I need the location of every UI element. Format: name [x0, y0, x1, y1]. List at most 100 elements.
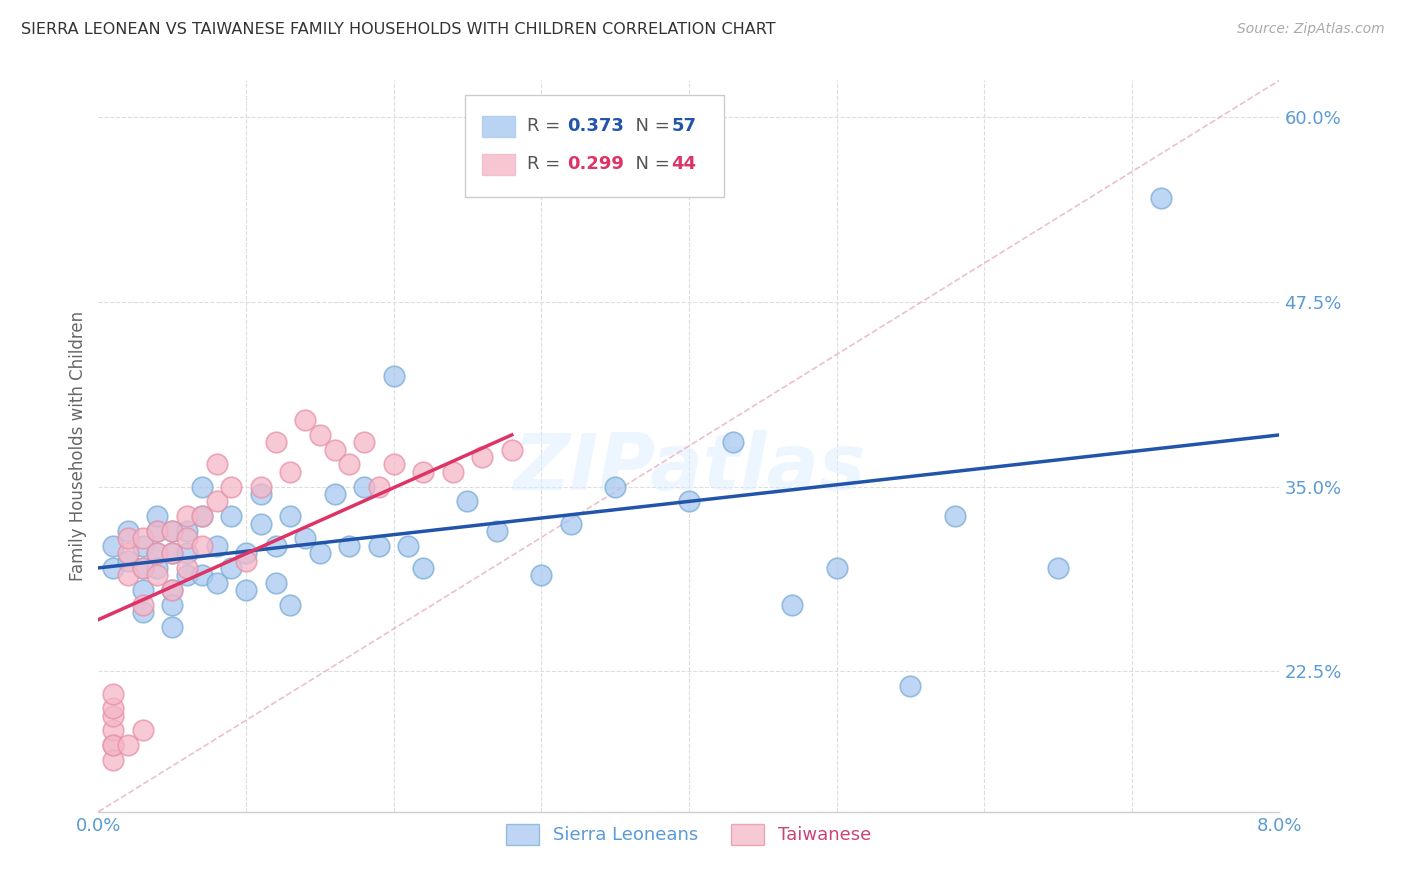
Point — [782, 598, 804, 612]
Point — [353, 435, 375, 450]
Point — [900, 679, 922, 693]
Point — [264, 435, 287, 450]
Point — [176, 561, 198, 575]
Point — [146, 546, 169, 560]
Point — [117, 524, 139, 538]
Bar — [482, 116, 516, 136]
Point — [825, 561, 848, 575]
Point — [103, 738, 125, 752]
Point — [146, 546, 169, 560]
Point — [176, 509, 198, 524]
Text: 57: 57 — [671, 118, 696, 136]
Point — [103, 539, 125, 553]
Point — [103, 701, 125, 715]
Point — [191, 480, 214, 494]
Point — [353, 480, 375, 494]
Point — [280, 465, 302, 479]
Point — [294, 532, 316, 546]
Point — [250, 480, 273, 494]
Point — [162, 620, 183, 634]
Bar — [482, 154, 516, 175]
Point — [264, 539, 287, 553]
Point — [146, 524, 169, 538]
Point — [723, 435, 745, 450]
Text: R =: R = — [527, 118, 567, 136]
Point — [250, 487, 273, 501]
Point — [221, 561, 243, 575]
Text: Source: ZipAtlas.com: Source: ZipAtlas.com — [1237, 22, 1385, 37]
Point — [103, 561, 125, 575]
Point — [457, 494, 479, 508]
Point — [103, 686, 125, 700]
Legend: Sierra Leoneans, Taiwanese: Sierra Leoneans, Taiwanese — [498, 815, 880, 854]
Point — [471, 450, 494, 464]
Point — [323, 487, 346, 501]
Point — [205, 575, 228, 590]
Point — [146, 561, 169, 575]
Point — [205, 539, 228, 553]
Point — [176, 546, 198, 560]
Point — [221, 480, 243, 494]
Point — [398, 539, 420, 553]
Point — [117, 553, 139, 567]
Point — [176, 532, 198, 546]
Point — [339, 458, 361, 472]
Point — [368, 480, 391, 494]
Point — [280, 509, 302, 524]
Point — [146, 524, 169, 538]
Point — [530, 568, 553, 582]
Point — [191, 509, 214, 524]
Text: 0.299: 0.299 — [567, 155, 624, 173]
Point — [117, 568, 139, 582]
Point — [235, 546, 257, 560]
Point — [191, 509, 214, 524]
Point — [191, 539, 214, 553]
Point — [132, 598, 155, 612]
Point — [132, 583, 155, 598]
Point — [162, 583, 183, 598]
Point — [294, 413, 316, 427]
Point — [103, 723, 125, 738]
Point — [441, 465, 464, 479]
Point — [382, 458, 405, 472]
Text: N =: N = — [624, 118, 675, 136]
Point — [501, 442, 523, 457]
Point — [560, 516, 582, 531]
Point — [132, 561, 155, 575]
Point — [280, 598, 302, 612]
Point — [162, 546, 183, 560]
Point — [412, 561, 434, 575]
Text: SIERRA LEONEAN VS TAIWANESE FAMILY HOUSEHOLDS WITH CHILDREN CORRELATION CHART: SIERRA LEONEAN VS TAIWANESE FAMILY HOUSE… — [21, 22, 776, 37]
Point — [412, 465, 434, 479]
Point — [678, 494, 700, 508]
Point — [605, 480, 627, 494]
Point — [486, 524, 509, 538]
Text: 0.373: 0.373 — [567, 118, 624, 136]
Point — [117, 532, 139, 546]
Point — [1150, 192, 1173, 206]
Point — [264, 575, 287, 590]
Point — [103, 738, 125, 752]
Point — [191, 568, 214, 582]
Text: R =: R = — [527, 155, 567, 173]
Text: 44: 44 — [671, 155, 696, 173]
Point — [309, 428, 332, 442]
Point — [250, 516, 273, 531]
Point — [146, 568, 169, 582]
Point — [221, 509, 243, 524]
Point — [205, 458, 228, 472]
Point — [132, 605, 155, 619]
Point — [176, 524, 198, 538]
Point — [117, 738, 139, 752]
Point — [382, 368, 405, 383]
Point — [162, 598, 183, 612]
Point — [103, 708, 125, 723]
Point — [162, 583, 183, 598]
Point — [132, 561, 155, 575]
Text: ZIPatlas: ZIPatlas — [513, 430, 865, 506]
Point — [205, 494, 228, 508]
Point — [1046, 561, 1070, 575]
Point — [132, 723, 155, 738]
Point — [117, 546, 139, 560]
Point — [235, 553, 257, 567]
